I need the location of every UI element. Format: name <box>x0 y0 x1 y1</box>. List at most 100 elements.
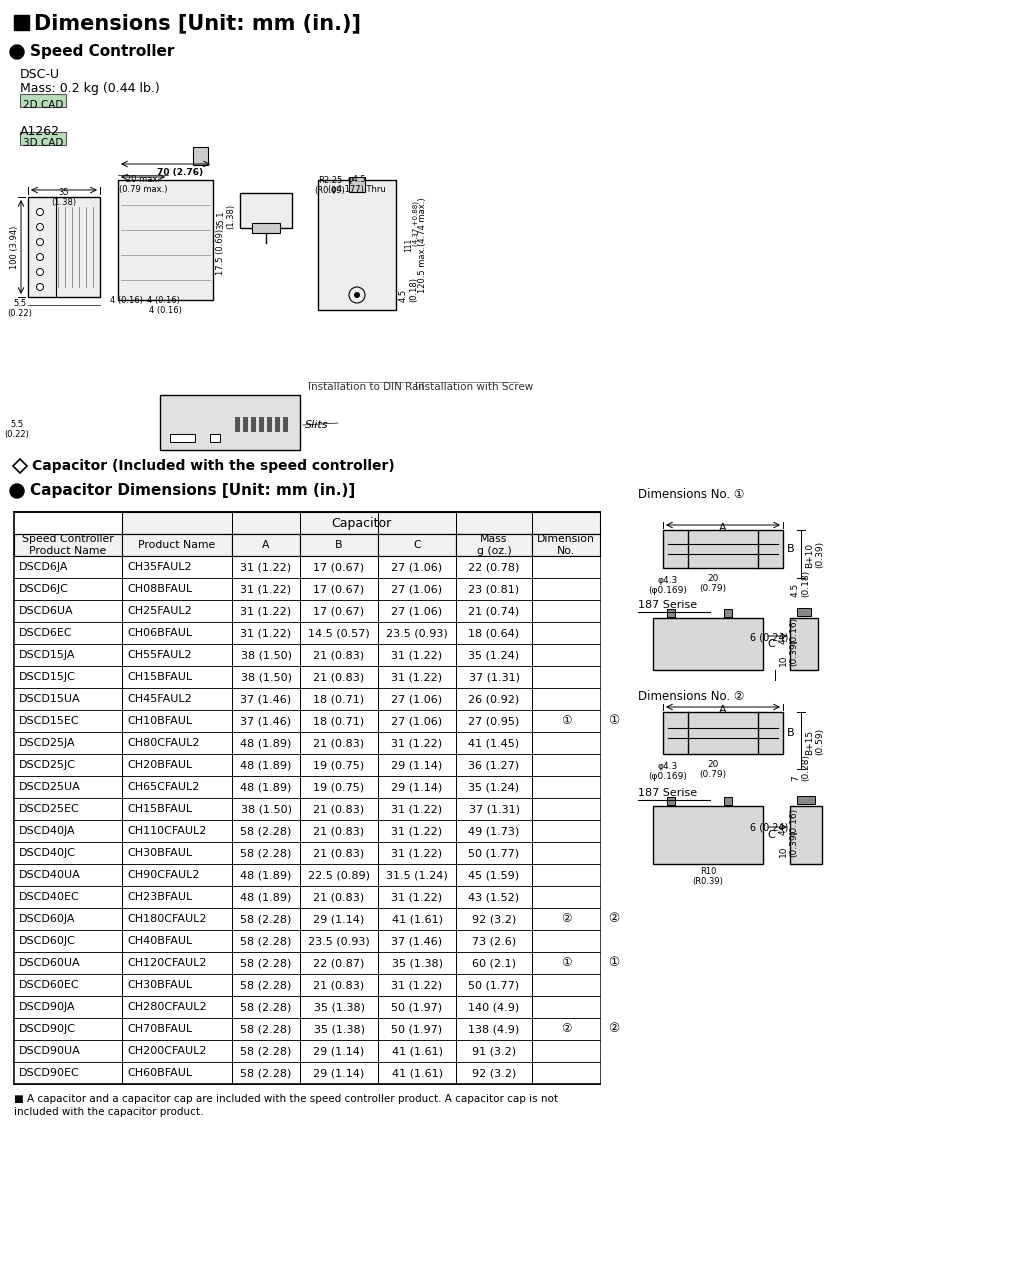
Text: DSC-U: DSC-U <box>20 68 60 81</box>
Text: 138 (4.9): 138 (4.9) <box>469 1024 520 1034</box>
Text: 70 (2.76): 70 (2.76) <box>157 168 203 177</box>
Bar <box>259 417 264 431</box>
Text: DSCD15JA: DSCD15JA <box>19 650 76 660</box>
Bar <box>378 534 456 556</box>
Text: 5.5
(0.22): 5.5 (0.22) <box>4 420 30 439</box>
Text: 21 (0.83): 21 (0.83) <box>313 739 364 748</box>
Bar <box>243 417 248 431</box>
Bar <box>14 996 600 1018</box>
Text: DSCD40JA: DSCD40JA <box>19 826 76 836</box>
Text: 4 (0.16): 4 (0.16) <box>109 296 143 305</box>
Text: 48 (1.89): 48 (1.89) <box>240 760 292 771</box>
Bar <box>663 530 783 568</box>
Text: 18 (0.71): 18 (0.71) <box>313 694 364 704</box>
Text: 7
(0.28): 7 (0.28) <box>791 754 811 781</box>
Text: 41 (1.61): 41 (1.61) <box>391 1068 442 1078</box>
Text: CH80CFAUL2: CH80CFAUL2 <box>127 739 199 748</box>
Text: 31 (1.22): 31 (1.22) <box>391 892 442 902</box>
Text: 38 (1.50): 38 (1.50) <box>241 804 292 814</box>
Bar <box>14 1062 600 1084</box>
Text: 29 (1.14): 29 (1.14) <box>391 760 443 771</box>
Text: 58 (2.28): 58 (2.28) <box>240 1046 292 1056</box>
Text: 92 (3.2): 92 (3.2) <box>472 1068 517 1078</box>
Text: B+15
(0.59): B+15 (0.59) <box>805 727 824 755</box>
Text: DSCD60JC: DSCD60JC <box>19 936 76 946</box>
Text: 4
(0.16): 4 (0.16) <box>779 808 798 835</box>
Text: 14.5 (0.57): 14.5 (0.57) <box>308 628 370 637</box>
Text: 58 (2.28): 58 (2.28) <box>240 914 292 924</box>
Text: 29 (1.14): 29 (1.14) <box>313 1046 364 1056</box>
Text: 4
(0.16): 4 (0.16) <box>779 617 798 644</box>
Text: Capacitor (Included with the speed controller): Capacitor (Included with the speed contr… <box>32 460 395 474</box>
Text: 17.5 (0.69): 17.5 (0.69) <box>216 229 225 275</box>
Bar <box>240 193 292 228</box>
Text: 31 (1.22): 31 (1.22) <box>391 980 442 989</box>
Text: 4 (0.16): 4 (0.16) <box>149 306 182 315</box>
Text: 27 (1.06): 27 (1.06) <box>391 605 442 616</box>
Text: 31 (1.22): 31 (1.22) <box>391 739 442 748</box>
Text: R2.25
(R0.09): R2.25 (R0.09) <box>314 175 345 195</box>
Text: A: A <box>719 705 727 716</box>
Text: 31 (1.22): 31 (1.22) <box>240 628 292 637</box>
Text: 35 (1.38): 35 (1.38) <box>313 1002 364 1012</box>
Text: ②: ② <box>607 1023 620 1036</box>
Text: 31 (1.22): 31 (1.22) <box>391 650 442 660</box>
Text: CH65CFAUL2: CH65CFAUL2 <box>127 782 199 792</box>
Text: 38 (1.50): 38 (1.50) <box>241 650 292 660</box>
Text: 20 max.
(0.79 max.): 20 max. (0.79 max.) <box>118 175 167 195</box>
Bar <box>14 931 600 952</box>
Text: DSCD6JC: DSCD6JC <box>19 584 68 594</box>
Text: 48 (1.89): 48 (1.89) <box>240 870 292 881</box>
Text: CH200CFAUL2: CH200CFAUL2 <box>127 1046 206 1056</box>
Bar <box>14 952 600 974</box>
Text: 36 (1.27): 36 (1.27) <box>469 760 520 771</box>
Text: 48 (1.89): 48 (1.89) <box>240 739 292 748</box>
Text: φ4.5
(φ4.177) Thru: φ4.5 (φ4.177) Thru <box>328 175 386 195</box>
Bar <box>121 534 232 556</box>
Bar <box>14 579 600 600</box>
Text: ②: ② <box>561 1023 572 1036</box>
Text: Slits: Slits <box>305 420 329 430</box>
Text: CH30BFAUL: CH30BFAUL <box>127 847 192 858</box>
Bar <box>14 556 600 579</box>
Text: Dimensions No. ②: Dimensions No. ② <box>638 690 744 703</box>
Text: C: C <box>767 829 775 840</box>
Text: 49 (1.73): 49 (1.73) <box>469 826 520 836</box>
Text: CH180CFAUL2: CH180CFAUL2 <box>127 914 206 924</box>
Text: A: A <box>719 524 727 532</box>
Bar <box>349 177 364 192</box>
Text: 22 (0.78): 22 (0.78) <box>469 562 520 572</box>
Text: B: B <box>787 728 794 739</box>
Text: CH25FAUL2: CH25FAUL2 <box>127 605 192 616</box>
Bar <box>797 796 815 804</box>
Text: A1262: A1262 <box>20 125 60 138</box>
Circle shape <box>37 224 44 230</box>
Text: 21 (0.83): 21 (0.83) <box>313 804 364 814</box>
Bar <box>20 132 66 145</box>
Text: 92 (3.2): 92 (3.2) <box>472 914 517 924</box>
Text: 27 (1.06): 27 (1.06) <box>391 562 442 572</box>
Text: DSCD25UA: DSCD25UA <box>19 782 81 792</box>
Circle shape <box>10 484 25 498</box>
Text: C: C <box>414 540 421 550</box>
Text: 31 (1.22): 31 (1.22) <box>240 584 292 594</box>
Text: φ4.3
(φ0.169): φ4.3 (φ0.169) <box>648 576 687 595</box>
Circle shape <box>10 45 25 59</box>
Text: DSCD90EC: DSCD90EC <box>19 1068 80 1078</box>
Text: DSCD15UA: DSCD15UA <box>19 694 81 704</box>
Bar <box>300 534 378 556</box>
Text: C: C <box>767 639 775 649</box>
Text: 17 (0.67): 17 (0.67) <box>313 584 364 594</box>
Bar <box>667 797 675 805</box>
Bar <box>663 712 783 754</box>
Text: Product Name: Product Name <box>139 540 215 550</box>
Bar <box>160 396 300 451</box>
Text: B+10
(0.39): B+10 (0.39) <box>805 540 824 567</box>
Text: 2D CAD: 2D CAD <box>22 100 63 110</box>
Text: 31.5 (1.24): 31.5 (1.24) <box>386 870 448 881</box>
Text: 22.5 (0.89): 22.5 (0.89) <box>308 870 370 881</box>
Text: ■ A capacitor and a capacitor cap are included with the speed controller product: ■ A capacitor and a capacitor cap are in… <box>14 1094 558 1103</box>
Bar <box>268 417 272 431</box>
Text: 31 (1.22): 31 (1.22) <box>391 804 442 814</box>
Text: 19 (0.75): 19 (0.75) <box>313 782 364 792</box>
